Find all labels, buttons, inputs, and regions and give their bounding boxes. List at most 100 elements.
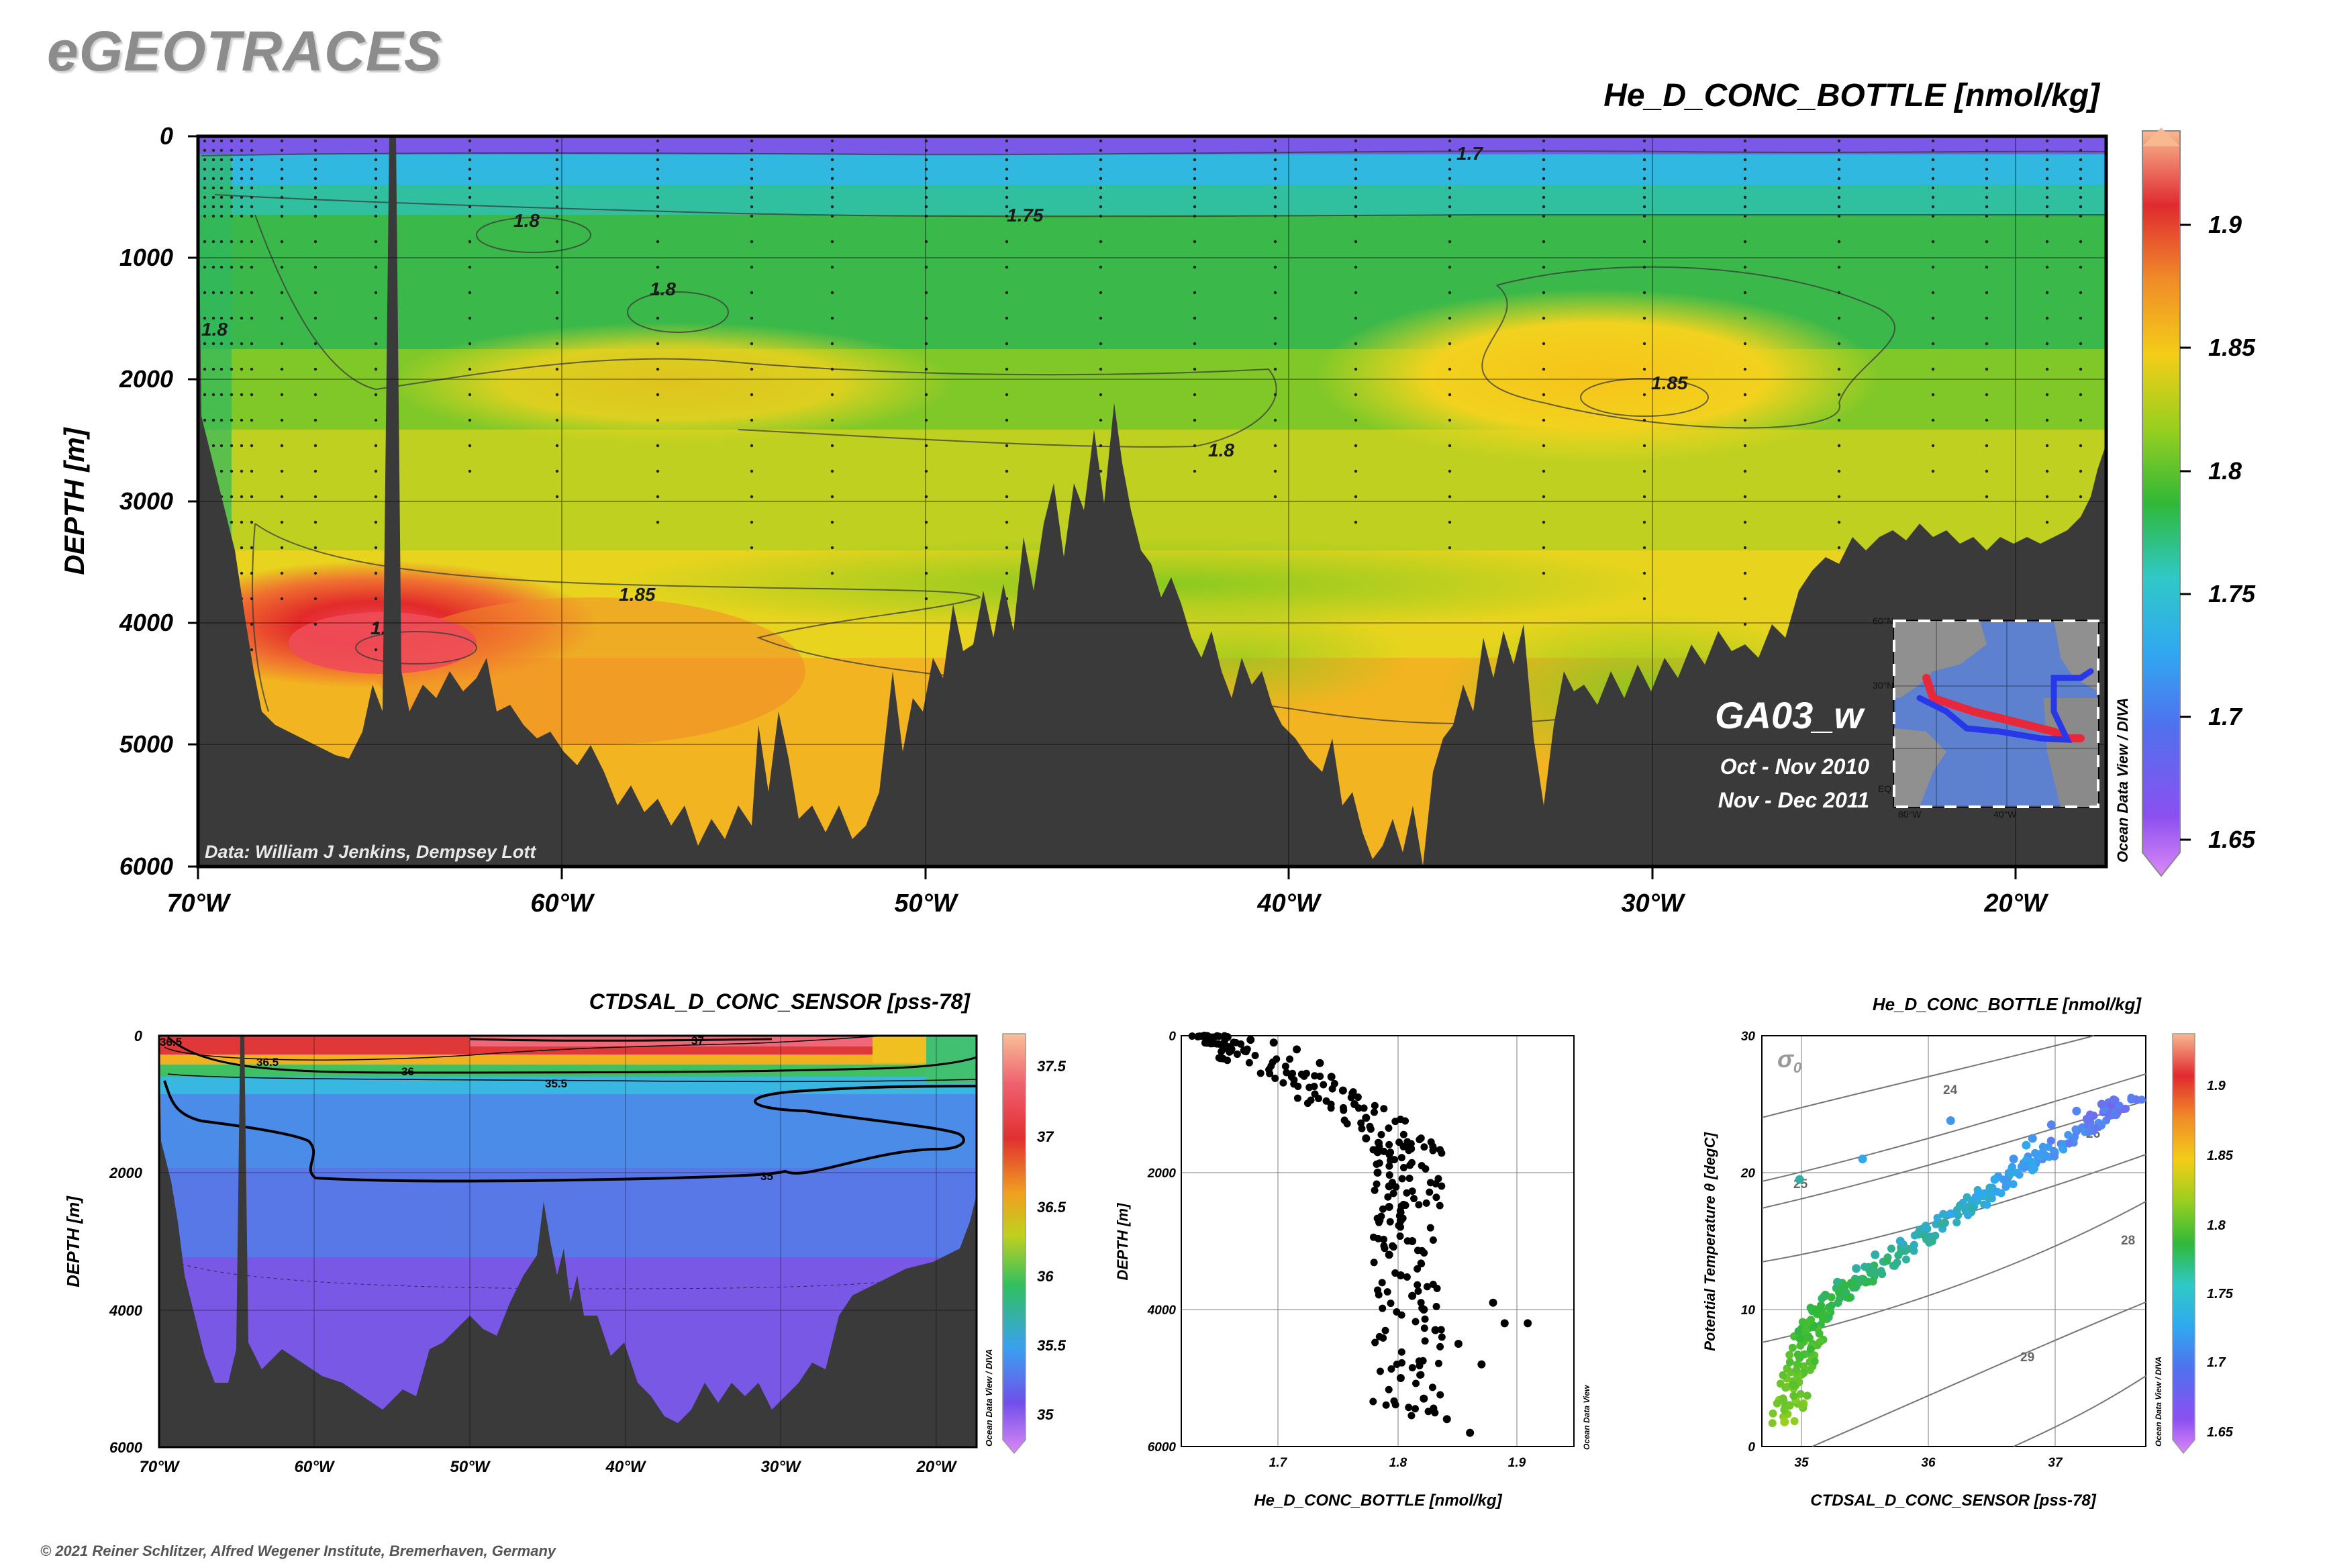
- station-sample: [555, 367, 559, 371]
- station-sample: [250, 342, 254, 346]
- svg-text:37: 37: [2048, 1456, 2063, 1470]
- svg-text:20: 20: [1740, 1167, 1756, 1181]
- station-sample: [1837, 291, 1841, 295]
- profile-point: [1369, 1398, 1377, 1406]
- station-sample: [924, 571, 928, 575]
- station-sample: [750, 214, 754, 218]
- profile-point: [1395, 1138, 1403, 1146]
- station-sample: [240, 148, 244, 152]
- station-sample: [230, 148, 234, 152]
- station-sample: [1273, 186, 1277, 190]
- station-sample: [1642, 316, 1646, 320]
- svg-text:40°W: 40°W: [1993, 809, 2017, 820]
- station-sample: [2079, 265, 2083, 269]
- station-sample: [2045, 444, 2049, 448]
- profile-point: [1437, 1326, 1445, 1334]
- station-sample: [374, 520, 378, 524]
- profile-point: [1375, 1291, 1383, 1299]
- ts-point: [1952, 1218, 1961, 1227]
- station-sample: [1354, 520, 1358, 524]
- station-sample: [1985, 214, 1989, 218]
- profile-point: [1338, 1086, 1347, 1095]
- salinity-odv-credit: Ocean Data View / DIVA: [984, 1349, 994, 1447]
- station-sample: [374, 195, 378, 199]
- profile-point: [1389, 1189, 1397, 1197]
- station-sample: [750, 186, 754, 190]
- station-sample: [240, 546, 244, 550]
- station-sample: [1985, 186, 1989, 190]
- profile-point: [1233, 1050, 1241, 1059]
- profile-point: [1360, 1104, 1368, 1112]
- station-sample: [924, 444, 928, 448]
- station-sample: [250, 158, 254, 162]
- svg-text:1.8: 1.8: [201, 319, 228, 340]
- station-sample: [468, 158, 472, 162]
- profile-point: [1415, 1201, 1423, 1209]
- station-sample: [203, 205, 207, 209]
- station-sample: [1354, 214, 1358, 218]
- station-sample: [1985, 418, 1989, 422]
- ts-point: [2059, 1145, 2068, 1154]
- station-sample: [2079, 342, 2083, 346]
- profile-point: [1426, 1224, 1434, 1232]
- ts-point: [1878, 1270, 1887, 1279]
- station-sample: [374, 148, 378, 152]
- station-sample: [750, 139, 754, 143]
- station-sample: [1743, 520, 1747, 524]
- profile-point: [1421, 1315, 1429, 1323]
- ts-point: [2001, 1183, 2010, 1191]
- station-sample: [830, 418, 834, 422]
- profile-point: [1241, 1047, 1249, 1055]
- station-sample: [203, 148, 207, 152]
- profile-point: [1379, 1205, 1387, 1213]
- station-sample: [1743, 495, 1747, 499]
- station-sample: [1642, 393, 1646, 397]
- station-sample: [2045, 158, 2049, 162]
- station-sample: [240, 418, 244, 422]
- station-sample: [219, 214, 224, 218]
- station-sample: [1005, 495, 1009, 499]
- profile-point: [1251, 1052, 1259, 1060]
- station-sample: [468, 367, 472, 371]
- ts-point: [1819, 1315, 1828, 1324]
- profile-point: [1438, 1182, 1446, 1190]
- station-sample: [250, 520, 254, 524]
- station-sample: [219, 265, 224, 269]
- station-sample: [313, 342, 317, 346]
- ts-point: [2009, 1155, 2018, 1164]
- station-sample: [1099, 214, 1103, 218]
- station-sample: [468, 469, 472, 473]
- station-sample: [1193, 393, 1197, 397]
- ts-point: [2028, 1134, 2037, 1143]
- station-sample: [1985, 167, 1989, 171]
- profile-point: [1371, 1101, 1379, 1110]
- svg-text:1.7: 1.7: [1456, 143, 1483, 164]
- svg-text:36.5: 36.5: [256, 1056, 279, 1069]
- ts-y-tick-labels: 0 10 20 30: [1740, 1030, 1756, 1455]
- station-sample: [313, 158, 317, 162]
- station-sample: [2079, 167, 2083, 171]
- station-sample: [374, 167, 378, 171]
- profile-point: [1380, 1147, 1388, 1155]
- ts-point: [1795, 1334, 1804, 1343]
- profile-point: [1385, 1124, 1393, 1132]
- station-sample: [1743, 177, 1747, 181]
- station-sample: [1837, 158, 1841, 162]
- station-sample: [1448, 342, 1452, 346]
- svg-text:70°W: 70°W: [140, 1458, 181, 1476]
- svg-text:1.85: 1.85: [2208, 334, 2256, 361]
- station-sample: [1542, 214, 1546, 218]
- profile-point: [1384, 1193, 1392, 1201]
- station-sample: [656, 195, 660, 199]
- station-sample: [1542, 546, 1546, 550]
- profile-point: [1349, 1088, 1357, 1096]
- station-sample: [656, 139, 660, 143]
- station-sample: [1837, 393, 1841, 397]
- station-sample: [280, 139, 284, 143]
- station-sample: [313, 265, 317, 269]
- station-sample: [374, 240, 378, 244]
- station-sample: [924, 186, 928, 190]
- svg-text:80°W: 80°W: [1898, 809, 1922, 820]
- profile-point: [1246, 1036, 1255, 1044]
- station-sample: [750, 469, 754, 473]
